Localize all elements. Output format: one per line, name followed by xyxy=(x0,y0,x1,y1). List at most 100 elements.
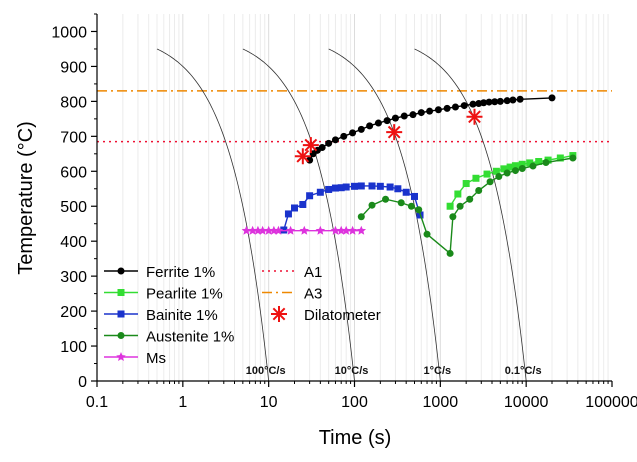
data-point xyxy=(415,206,423,214)
data-point xyxy=(516,95,524,103)
legend-label: A1 xyxy=(304,264,322,281)
data-point xyxy=(386,183,394,191)
data-point xyxy=(423,230,431,238)
data-point xyxy=(402,188,410,196)
data-point xyxy=(347,225,358,235)
data-point xyxy=(117,289,125,296)
data-point xyxy=(341,225,351,235)
y-tick-label: 900 xyxy=(60,59,87,76)
data-point xyxy=(117,310,125,318)
series-layer xyxy=(241,94,577,257)
legend-label: Bainite 1% xyxy=(146,307,218,324)
x-tick-label: 10 xyxy=(260,394,278,411)
legend-entry: Ms xyxy=(104,350,166,367)
data-point xyxy=(417,109,425,117)
data-point xyxy=(449,213,457,221)
data-point xyxy=(556,154,564,162)
asterisk-stroke xyxy=(296,149,310,163)
data-point xyxy=(331,184,339,192)
data-point xyxy=(247,225,258,235)
data-point xyxy=(529,162,537,170)
data-point xyxy=(496,97,504,105)
asterisk-stroke xyxy=(468,110,481,124)
asterisk-stroke xyxy=(387,125,401,139)
data-point xyxy=(374,119,382,127)
legend-entry: A1 xyxy=(262,264,322,281)
data-point xyxy=(117,332,125,339)
data-point xyxy=(394,185,402,193)
data-point xyxy=(325,185,333,193)
data-point xyxy=(241,225,252,235)
data-point xyxy=(357,125,365,133)
data-point xyxy=(518,164,526,172)
data-point xyxy=(318,144,326,152)
data-point xyxy=(509,96,517,104)
data-point xyxy=(357,182,365,190)
data-point xyxy=(486,178,494,186)
data-point xyxy=(285,225,296,235)
asterisk-stroke xyxy=(304,138,318,152)
y-tick-label: 0 xyxy=(78,374,87,391)
data-point xyxy=(500,165,508,173)
cooling-rate-label: 1°C/s xyxy=(424,365,452,377)
data-point xyxy=(397,199,405,207)
data-point xyxy=(357,213,365,221)
data-point xyxy=(315,225,326,235)
data-point xyxy=(299,225,310,235)
y-tick-label: 800 xyxy=(60,94,87,111)
data-point xyxy=(336,225,346,235)
cooling-curves-layer: 100°C/s 10°C/s 1°C/s 0.1°C/s xyxy=(156,48,542,382)
x-tick-label: 10000 xyxy=(504,394,549,411)
legend-label: Dilatometer xyxy=(304,307,381,324)
legend-entry: A3 xyxy=(262,286,322,303)
data-point xyxy=(535,157,543,165)
x-tick-label: 1000 xyxy=(423,394,459,411)
data-point xyxy=(472,174,480,182)
cooling-curve xyxy=(242,48,355,382)
cooling-curve xyxy=(328,48,441,382)
data-point xyxy=(337,184,345,192)
data-point xyxy=(410,192,418,200)
data-point xyxy=(383,117,391,125)
series-line xyxy=(360,157,573,255)
data-point xyxy=(330,225,341,235)
data-point xyxy=(492,167,500,175)
data-point xyxy=(446,202,454,210)
series-bainite-1 xyxy=(280,182,424,234)
data-point xyxy=(366,122,374,130)
data-point xyxy=(451,103,459,111)
legend-label: Ferrite 1% xyxy=(146,264,215,281)
y-tick-label: 100 xyxy=(60,339,87,356)
data-point xyxy=(342,183,350,191)
data-point xyxy=(526,159,534,167)
x-tick-label: 1 xyxy=(178,394,187,411)
data-point xyxy=(391,114,399,122)
cooling-curve xyxy=(156,48,270,382)
data-point xyxy=(340,132,348,140)
data-point xyxy=(299,200,307,208)
data-point xyxy=(368,182,376,190)
data-point xyxy=(325,139,333,147)
data-point xyxy=(434,106,442,114)
data-point xyxy=(480,99,488,107)
legend-entry: Pearlite 1% xyxy=(104,286,223,303)
cooling-curve xyxy=(414,48,527,382)
data-point xyxy=(542,159,550,167)
legend: Ferrite 1% Pearlite 1% Bainite 1% Austenite… xyxy=(104,264,381,367)
data-point xyxy=(469,100,477,108)
data-point xyxy=(475,187,483,195)
series-ferrite-1 xyxy=(306,94,556,164)
data-point xyxy=(503,169,511,177)
legend-label: Pearlite 1% xyxy=(146,286,223,303)
data-point xyxy=(485,98,493,106)
data-point xyxy=(495,173,503,181)
cooling-rate-label: 100°C/s xyxy=(246,365,286,377)
data-point xyxy=(331,136,339,144)
data-point xyxy=(426,107,434,115)
data-point xyxy=(511,162,519,170)
legend-label: A3 xyxy=(304,286,322,303)
data-point xyxy=(511,167,519,175)
data-point xyxy=(443,104,451,112)
